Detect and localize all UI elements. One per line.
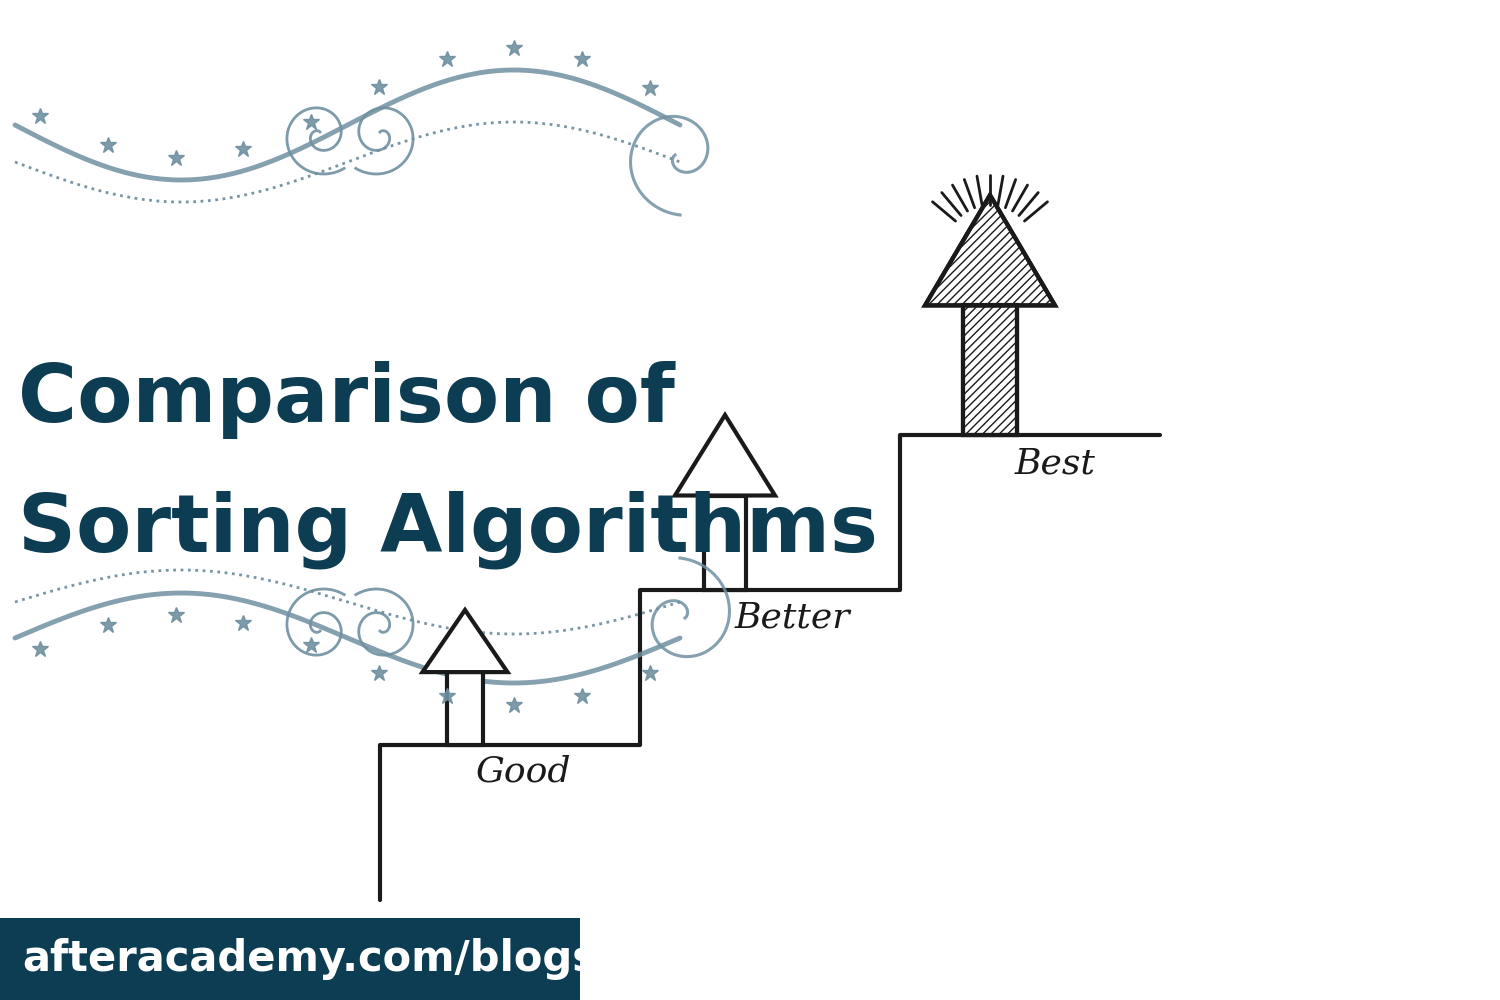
Text: Good: Good <box>476 755 570 789</box>
Polygon shape <box>675 415 776 495</box>
Text: Better: Better <box>735 600 850 634</box>
Polygon shape <box>704 495 746 590</box>
Polygon shape <box>963 305 1017 435</box>
Text: afteracademy.com/blogs: afteracademy.com/blogs <box>22 938 597 980</box>
Text: Comparison of: Comparison of <box>18 361 675 439</box>
Text: Best: Best <box>1016 447 1096 481</box>
Polygon shape <box>447 672 483 745</box>
Text: Sorting Algorithms: Sorting Algorithms <box>18 491 877 569</box>
Bar <box>0 918 580 1000</box>
Polygon shape <box>423 610 507 672</box>
Polygon shape <box>926 195 1054 305</box>
